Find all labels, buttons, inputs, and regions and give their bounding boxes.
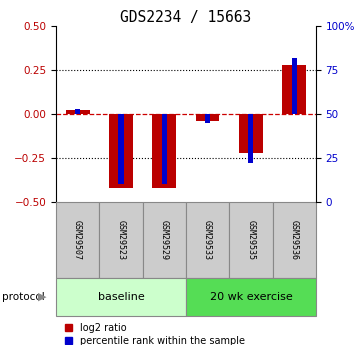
Bar [186, 202, 229, 278]
Bar [75, 109, 80, 114]
Bar [273, 202, 316, 278]
Text: baseline: baseline [97, 292, 144, 302]
Bar [152, 114, 176, 188]
Bar [109, 114, 133, 188]
Text: GSM29533: GSM29533 [203, 220, 212, 260]
Bar [239, 114, 263, 152]
Bar [282, 65, 306, 114]
Bar [118, 114, 123, 184]
Bar [248, 114, 253, 163]
Bar [292, 58, 297, 114]
Text: GSM29529: GSM29529 [160, 220, 169, 260]
Text: GSM29536: GSM29536 [290, 220, 299, 260]
Text: GSM29523: GSM29523 [117, 220, 125, 260]
Bar [99, 202, 143, 278]
Bar [162, 114, 167, 184]
Title: GDS2234 / 15663: GDS2234 / 15663 [120, 10, 252, 25]
Text: protocol: protocol [2, 292, 44, 302]
Bar [205, 114, 210, 123]
Bar [229, 202, 273, 278]
Text: GSM29535: GSM29535 [247, 220, 255, 260]
Bar [143, 202, 186, 278]
Bar [56, 202, 99, 278]
Legend: log2 ratio, percentile rank within the sample: log2 ratio, percentile rank within the s… [61, 319, 249, 345]
Text: ▶: ▶ [38, 292, 47, 302]
Bar [56, 278, 186, 316]
Text: GSM29507: GSM29507 [73, 220, 82, 260]
Bar [196, 114, 219, 121]
Text: 20 wk exercise: 20 wk exercise [209, 292, 292, 302]
Bar [66, 110, 90, 114]
Bar [186, 278, 316, 316]
